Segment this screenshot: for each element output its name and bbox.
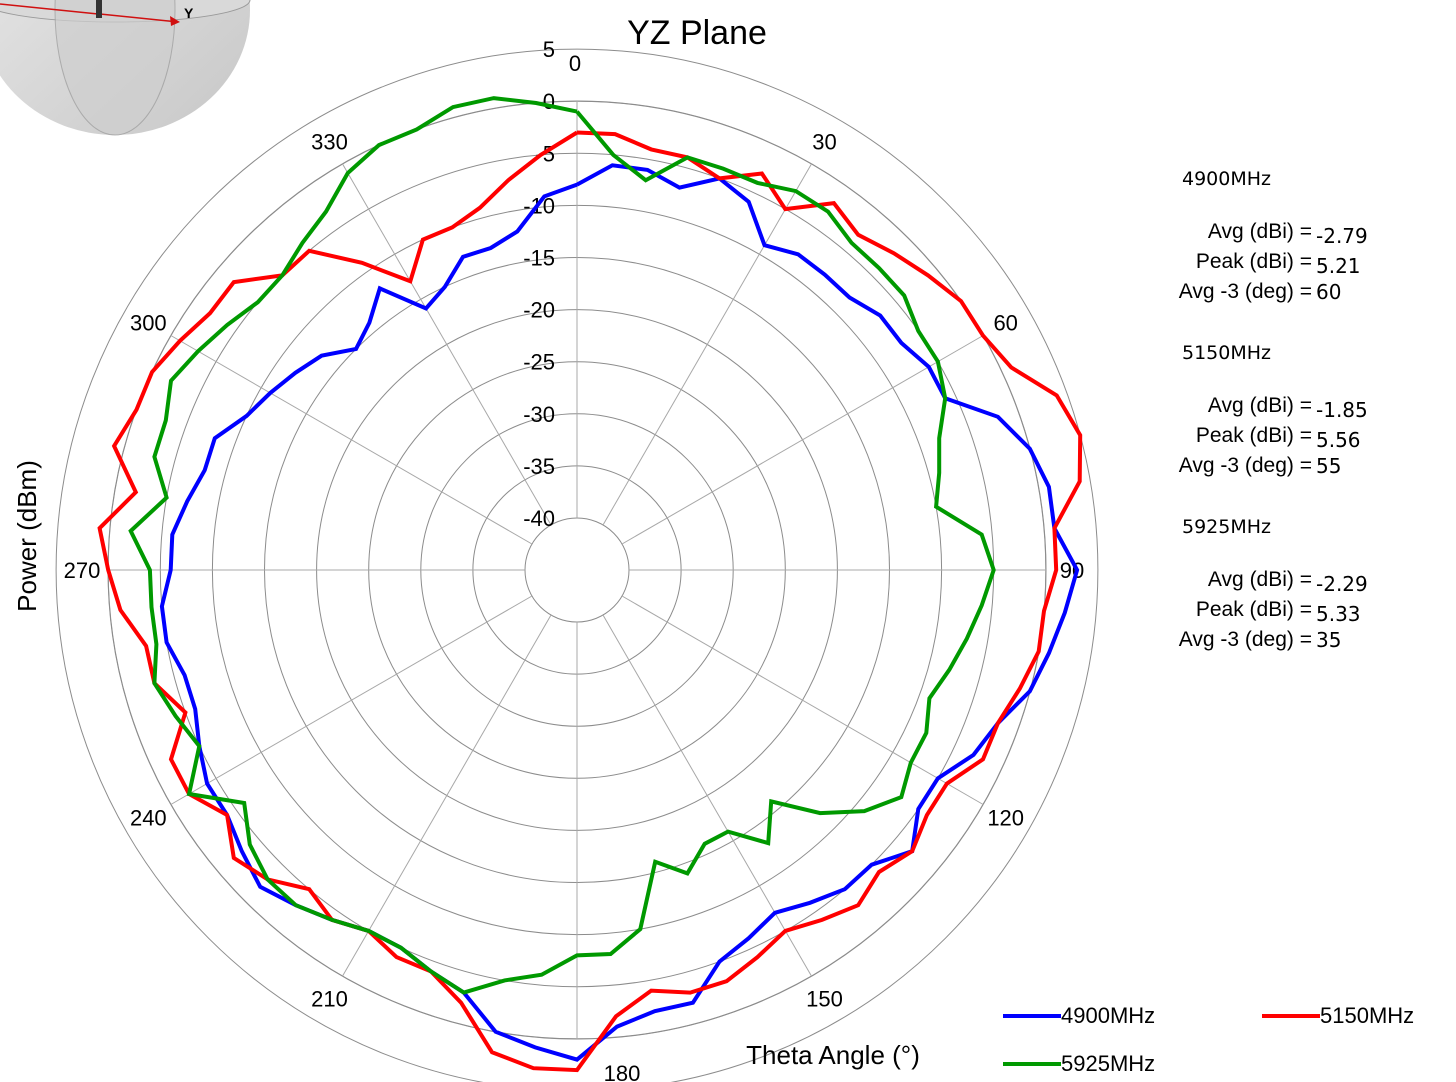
inset-device-icon	[96, 0, 102, 18]
stats-avg3-label: Avg -3 (deg) =	[1178, 628, 1312, 651]
grid-spoke	[342, 614, 552, 977]
stats-avg-row: Avg (dBi) = -2.79	[1150, 220, 1440, 250]
radial-tick-label: 0	[543, 89, 555, 114]
stats-band-label: 5925MHz	[1182, 516, 1272, 538]
stats-peak-row: Peak (dBi) = 5.21	[1150, 250, 1440, 280]
radial-tick-label: 5	[543, 37, 555, 62]
radial-tick-label: -25	[523, 350, 555, 375]
stats-avg3-label: Avg -3 (deg) =	[1178, 280, 1312, 303]
stats-peak-value: 5.21	[1316, 254, 1361, 278]
y-axis-title: Power (dBm)	[12, 460, 42, 612]
stats-avg3-row: Avg -3 (deg) = 35	[1150, 628, 1440, 658]
stats-avg-label: Avg (dBi) =	[1207, 394, 1312, 417]
stats-avg3-label: Avg -3 (deg) =	[1178, 454, 1312, 477]
grid-ring	[524, 517, 630, 623]
legend-label: 5150MHz	[1320, 1003, 1415, 1028]
radial-tick-labels: 50-5-10-15-20-25-30-35-40	[523, 37, 555, 531]
stats-block-4900: 4900MHz Avg (dBi) = -2.79 Peak (dBi) = 5…	[1150, 168, 1450, 342]
grid-ring	[55, 48, 1099, 1082]
grid-spoke	[170, 335, 533, 545]
series-line-5925MHz	[128, 96, 996, 995]
stats-peak-value: 5.33	[1316, 602, 1361, 626]
stats-avg-value: -2.79	[1316, 224, 1368, 248]
angle-label: 0	[569, 51, 581, 76]
angle-label: 30	[812, 129, 836, 154]
angle-label: 120	[987, 806, 1024, 831]
angle-label: 300	[130, 311, 167, 336]
grid-spoke	[342, 163, 552, 526]
series-line-5150MHz	[97, 130, 1083, 1073]
series-lines	[97, 96, 1083, 1073]
stats-avg-value: -1.85	[1316, 398, 1368, 422]
stats-avg3-value: 55	[1316, 454, 1342, 478]
grid-spoke	[621, 595, 984, 805]
angle-label: 330	[311, 129, 348, 154]
angle-label: 60	[993, 311, 1017, 336]
series-line-4900MHz	[159, 163, 1080, 1062]
inset-y-label: Y	[184, 5, 194, 21]
stats-peak-label: Peak (dBi) =	[1195, 598, 1312, 621]
stats-peak-row: Peak (dBi) = 5.56	[1150, 424, 1440, 454]
radial-tick-label: -15	[523, 246, 555, 271]
grid-spoke	[602, 614, 812, 977]
radial-tick-label: -35	[523, 454, 555, 479]
stats-block-5925: 5925MHz Avg (dBi) = -2.29 Peak (dBi) = 5…	[1150, 516, 1450, 690]
stats-avg-label: Avg (dBi) =	[1207, 568, 1312, 591]
orientation-inset: Y	[0, 0, 251, 136]
legend-label: 4900MHz	[1061, 1003, 1156, 1028]
legend-label: 5925MHz	[1061, 1051, 1156, 1076]
stats-panel: 4900MHz Avg (dBi) = -2.79 Peak (dBi) = 5…	[1150, 168, 1450, 690]
inset-y-axis-arrow	[99, 13, 179, 23]
angle-label: 240	[130, 806, 167, 831]
grid-spoke	[602, 163, 812, 526]
stats-avg-row: Avg (dBi) = -2.29	[1150, 568, 1440, 598]
legend-item-5925: 5925MHz	[1003, 1047, 1155, 1081]
stats-peak-row: Peak (dBi) = 5.33	[1150, 598, 1440, 628]
legend-swatch	[1003, 1062, 1061, 1066]
stats-avg-label: Avg (dBi) =	[1207, 220, 1312, 243]
radial-tick-label: -40	[523, 506, 555, 531]
legend-swatch	[1003, 1014, 1061, 1018]
radial-tick-label: -30	[523, 402, 555, 427]
stats-band-label: 5150MHz	[1182, 342, 1272, 364]
angle-label: 180	[604, 1061, 641, 1082]
angle-label: 150	[806, 987, 843, 1012]
legend-item-4900: 4900MHz	[1003, 999, 1155, 1033]
stats-peak-label: Peak (dBi) =	[1195, 250, 1312, 273]
legend-item-5150: 5150MHz	[1262, 999, 1414, 1033]
stats-peak-label: Peak (dBi) =	[1195, 424, 1312, 447]
stats-avg3-row: Avg -3 (deg) = 60	[1150, 280, 1440, 310]
grid-spoke	[621, 335, 984, 545]
stats-avg-row: Avg (dBi) = -1.85	[1150, 394, 1440, 424]
stats-avg3-value: 60	[1316, 280, 1342, 304]
inset-x-axis-arrow	[0, 3, 99, 15]
grid-spoke	[170, 595, 533, 805]
stats-avg-value: -2.29	[1316, 572, 1368, 596]
legend-swatch	[1262, 1014, 1320, 1018]
angle-label: 210	[311, 987, 348, 1012]
inset-arrowhead	[170, 16, 180, 26]
stats-avg3-value: 35	[1316, 628, 1342, 652]
stats-peak-value: 5.56	[1316, 428, 1361, 452]
stats-band-label: 4900MHz	[1182, 168, 1272, 190]
stats-block-5150: 5150MHz Avg (dBi) = -1.85 Peak (dBi) = 5…	[1150, 342, 1450, 516]
polar-grid	[55, 48, 1099, 1082]
radial-tick-label: -20	[523, 298, 555, 323]
x-axis-title: Theta Angle (°)	[746, 1040, 920, 1070]
chart-title: YZ Plane	[627, 14, 767, 52]
stats-avg3-row: Avg -3 (deg) = 55	[1150, 454, 1440, 484]
angle-label: 270	[64, 558, 101, 583]
